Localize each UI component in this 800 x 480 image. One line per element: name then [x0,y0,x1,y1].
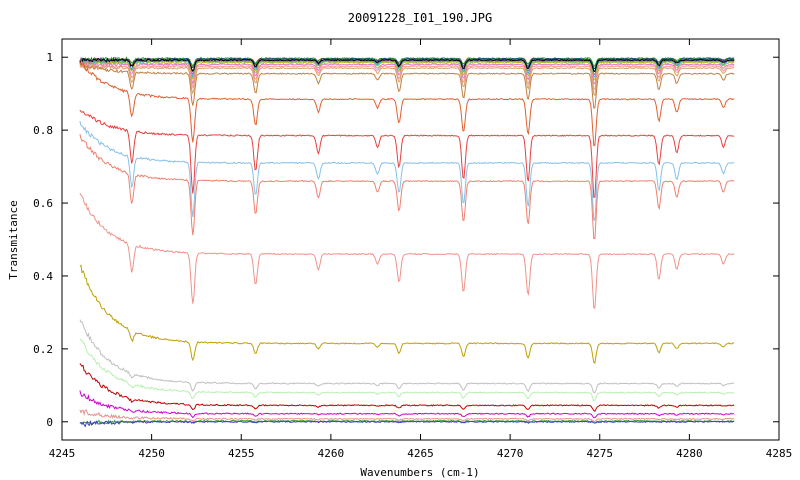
x-tick-label-9: 4285 [766,447,793,460]
y-tick-label-6: 1 [46,51,53,64]
series-line-7 [79,60,735,81]
series-line-19 [79,338,735,402]
x-tick-label-2: 4250 [138,447,165,460]
series-line-12 [79,61,735,147]
series-line-16 [79,192,735,309]
series-line-6 [79,57,735,73]
series-line-9 [79,63,735,90]
y-tick-label-1: 0 [46,416,53,429]
y-tick-label-5: 0.8 [33,124,53,137]
series-line-13 [79,109,735,198]
series-line-24 [79,419,735,428]
y-tick-label-3: 0.4 [33,270,53,283]
series-line-10 [79,62,735,97]
chart-title: 20091228_I01_190.JPG [348,11,493,25]
series-line-20 [79,363,735,413]
series-layer [79,56,735,428]
series-line-22 [79,409,735,423]
series-line-2 [79,56,735,70]
x-tick-label-5: 4265 [407,447,434,460]
y-axis: 0 0.2 0.4 0.6 0.8 1 [33,51,779,429]
y-axis-label: Transmitance [7,200,20,279]
series-line-8 [79,60,735,86]
x-tick-label-3: 4255 [228,447,255,460]
x-tick-label-6: 4270 [497,447,524,460]
x-axis: 4245 4250 4255 4260 4265 4270 4275 4280 4285 [49,39,793,460]
series-line-14 [79,120,735,221]
series-line-11 [79,61,735,109]
x-tick-label-7: 4275 [587,447,614,460]
x-tick-label-8: 4280 [676,447,703,460]
series-line-5 [79,58,735,79]
x-axis-label: Wavenumbers (cm-1) [360,466,479,479]
y-tick-label-4: 0.6 [33,197,53,210]
y-tick-label-2: 0.2 [33,343,53,356]
series-line-15 [79,133,735,239]
x-tick-label-4: 4260 [318,447,345,460]
series-line-17 [79,264,735,364]
series-line-21 [79,390,735,419]
series-line-18 [79,319,735,394]
x-tick-label-1: 4245 [49,447,76,460]
